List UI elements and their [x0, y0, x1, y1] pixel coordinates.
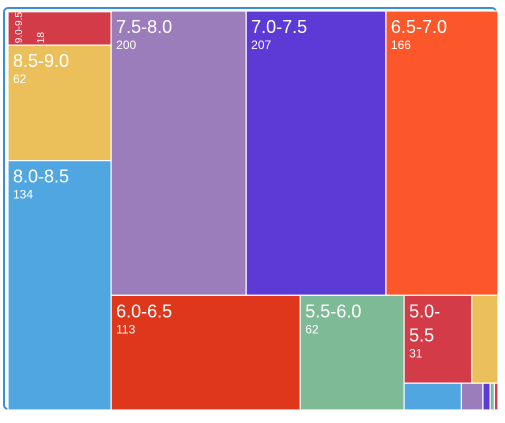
treemap-cell-minor-11[interactable] [460, 382, 484, 411]
treemap-cell-minor-9[interactable] [471, 294, 499, 384]
treemap-value-6-0-6-5: 113 [116, 322, 135, 336]
treemap-cell-5-5-6-0[interactable] [299, 294, 405, 411]
treemap-cell-minor-12[interactable] [482, 382, 491, 411]
treemap-cell-minor-14[interactable] [493, 382, 499, 411]
treemap-label-7-5-8-0: 7.5-8.0 [116, 17, 172, 37]
treemap-cell-8-0-8-5[interactable] [7, 160, 112, 411]
treemap-value-5-0-5-5: 31 [409, 346, 423, 360]
treemap-value-9-0-9-5: 18 [36, 32, 47, 44]
treemap-cell-7-5-8-0[interactable] [110, 10, 247, 296]
treemap-value-7-5-8-0: 200 [116, 38, 136, 52]
treemap-label-9-0-9-5: 9.0-9.5 [14, 12, 25, 44]
treemap-cell-minor-10[interactable] [403, 382, 463, 411]
treemap-cell-minor-13[interactable] [489, 382, 496, 411]
treemap-label-5-5-6-0: 5.5-6.0 [305, 301, 361, 321]
treemap-value-7-0-7-5: 207 [251, 38, 271, 52]
treemap-label-7-0-7-5: 7.0-7.5 [251, 17, 307, 37]
treemap-cell-6-0-6-5[interactable] [110, 294, 301, 411]
treemap-label-8-5-9-0: 8.5-9.0 [13, 51, 69, 71]
treemap-label-5-0-5-5: 5.0-5.5 [409, 301, 440, 345]
treemap-cell-6-5-7-0[interactable] [385, 10, 499, 296]
treemap-value-6-5-7-0: 166 [391, 38, 411, 52]
treemap-cell-7-0-7-5[interactable] [245, 10, 387, 296]
treemap-label-6-0-6-5: 6.0-6.5 [116, 301, 172, 321]
treemap-value-5-5-6-0: 62 [305, 322, 319, 336]
treemap-cell-5-0-5-5[interactable] [403, 294, 473, 384]
treemap-label-8-0-8-5: 8.0-8.5 [13, 167, 69, 187]
treemap-label-6-5-7-0: 6.5-7.0 [391, 17, 447, 37]
treemap-value-8-0-8-5: 134 [13, 188, 33, 202]
treemap-value-8-5-9-0: 62 [13, 72, 27, 86]
